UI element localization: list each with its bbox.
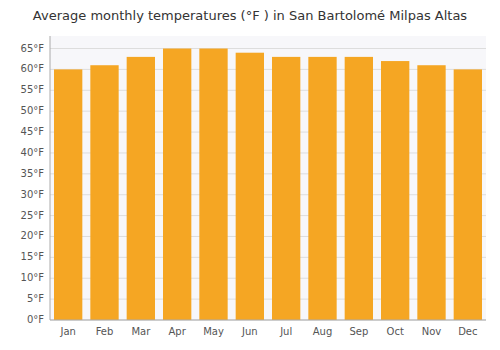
bar [163, 49, 191, 320]
y-tick-label: 30°F [21, 189, 45, 200]
y-axis-line [50, 36, 51, 320]
x-tick-label: Aug [313, 326, 333, 337]
bars [54, 49, 482, 320]
bar [272, 57, 300, 320]
bar [454, 69, 482, 320]
y-tick-label: 65°F [21, 43, 45, 54]
chart-container: 0°F 5°F 10°F 15°F 20°F 25°F 30°F 35°F 40°F 45°F 50… [0, 0, 500, 350]
chart-svg: 0°F 5°F 10°F 15°F 20°F 25°F 30°F 35°F 40°F 45°F 50… [0, 0, 500, 350]
x-tick-label: Oct [387, 326, 404, 337]
y-tick-label: 15°F [21, 251, 45, 262]
bar [381, 61, 409, 320]
grid-line [50, 320, 486, 321]
x-tick-label: Jan [59, 326, 75, 337]
bar [54, 69, 82, 320]
x-tick-label: May [203, 326, 224, 337]
bar [236, 53, 264, 320]
y-tick-label: 20°F [21, 230, 45, 241]
x-tick-label: Apr [169, 326, 187, 337]
bar [127, 57, 155, 320]
y-tick-label: 40°F [21, 147, 45, 158]
grid-line [50, 48, 486, 49]
bar [199, 49, 227, 320]
page: {"chart_data": {"type": "bar", "title": … [0, 0, 500, 350]
x-tick-label: Dec [458, 326, 477, 337]
bar [308, 57, 336, 320]
x-axis: Jan Feb Mar Apr May Jun Jul Aug Sep Oct Nov Dec [50, 320, 486, 337]
bar [417, 65, 445, 320]
x-tick-label: Sep [349, 326, 368, 337]
chart-title: Average monthly temperatures (°F ) in Sa… [33, 8, 467, 23]
y-tick-label: 5°F [27, 293, 44, 304]
y-tick-label: 45°F [21, 126, 45, 137]
y-tick-label: 55°F [21, 84, 45, 95]
y-tick-label: 25°F [21, 210, 45, 221]
y-tick-label: 35°F [21, 168, 45, 179]
y-tick-label: 50°F [21, 105, 45, 116]
y-tick-label: 10°F [21, 272, 45, 283]
y-grid [50, 49, 486, 320]
x-axis-line [50, 320, 486, 321]
x-tick-label: Nov [422, 326, 442, 337]
x-tick-label: Mar [131, 326, 151, 337]
bar [345, 57, 373, 320]
bar [90, 65, 118, 320]
x-tick-label: Feb [96, 326, 114, 337]
plot-background [50, 36, 486, 320]
y-axis: 0°F 5°F 10°F 15°F 20°F 25°F 30°F 35°F 40°F 45°F 50… [21, 36, 50, 325]
x-tick-label: Jul [279, 326, 292, 337]
x-tick-label: Jun [241, 326, 258, 337]
y-tick-label: 60°F [21, 63, 45, 74]
y-tick-label: 0°F [27, 314, 44, 325]
